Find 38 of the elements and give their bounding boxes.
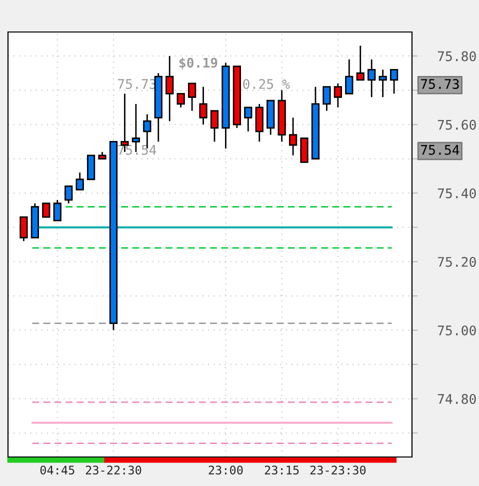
text: 75.54 [420,145,460,155]
annotation: 0.25 % [243,79,290,89]
y-tick-label: 75.00 [438,325,476,336]
candlestick [86,154,96,180]
candlestick [390,69,398,94]
candlestick [188,82,196,112]
x-tick-label: 23:15 [264,466,299,475]
candlestick [53,199,62,222]
y-tick-label: 75.20 [438,256,476,267]
candlestick [199,86,208,126]
annotation: 75.54 [118,145,156,155]
annotation: $0.19 [179,57,218,70]
y-tick-label: 75.80 [438,51,476,62]
candlestick [356,45,364,81]
y-tick-label: 75.40 [438,188,476,198]
candlestick [64,186,73,204]
candlestick [255,103,264,142]
candlestick [288,116,298,156]
candlestick [345,58,354,94]
candlestick [300,138,308,163]
candlestick [368,58,376,98]
candlestick [42,202,50,218]
x-tick-label: 23:00 [208,466,243,475]
candlestick [76,172,84,190]
candlestick [210,110,219,142]
candlestick [244,106,252,132]
x-tick-label: 04:45 [40,466,74,475]
y-tick-label: 74.80 [438,394,476,404]
candlestick [20,216,28,242]
candlestick [322,86,331,112]
candlestick [378,69,387,98]
x-tick-label: 23-22:30 [86,466,142,475]
candlestick [176,93,185,108]
candlestick [166,55,174,122]
text: 75.73 [420,79,459,89]
candlestick [334,82,342,108]
x-tick-label: 23-23:30 [310,466,366,475]
y-tick-label: 75.60 [438,120,476,130]
